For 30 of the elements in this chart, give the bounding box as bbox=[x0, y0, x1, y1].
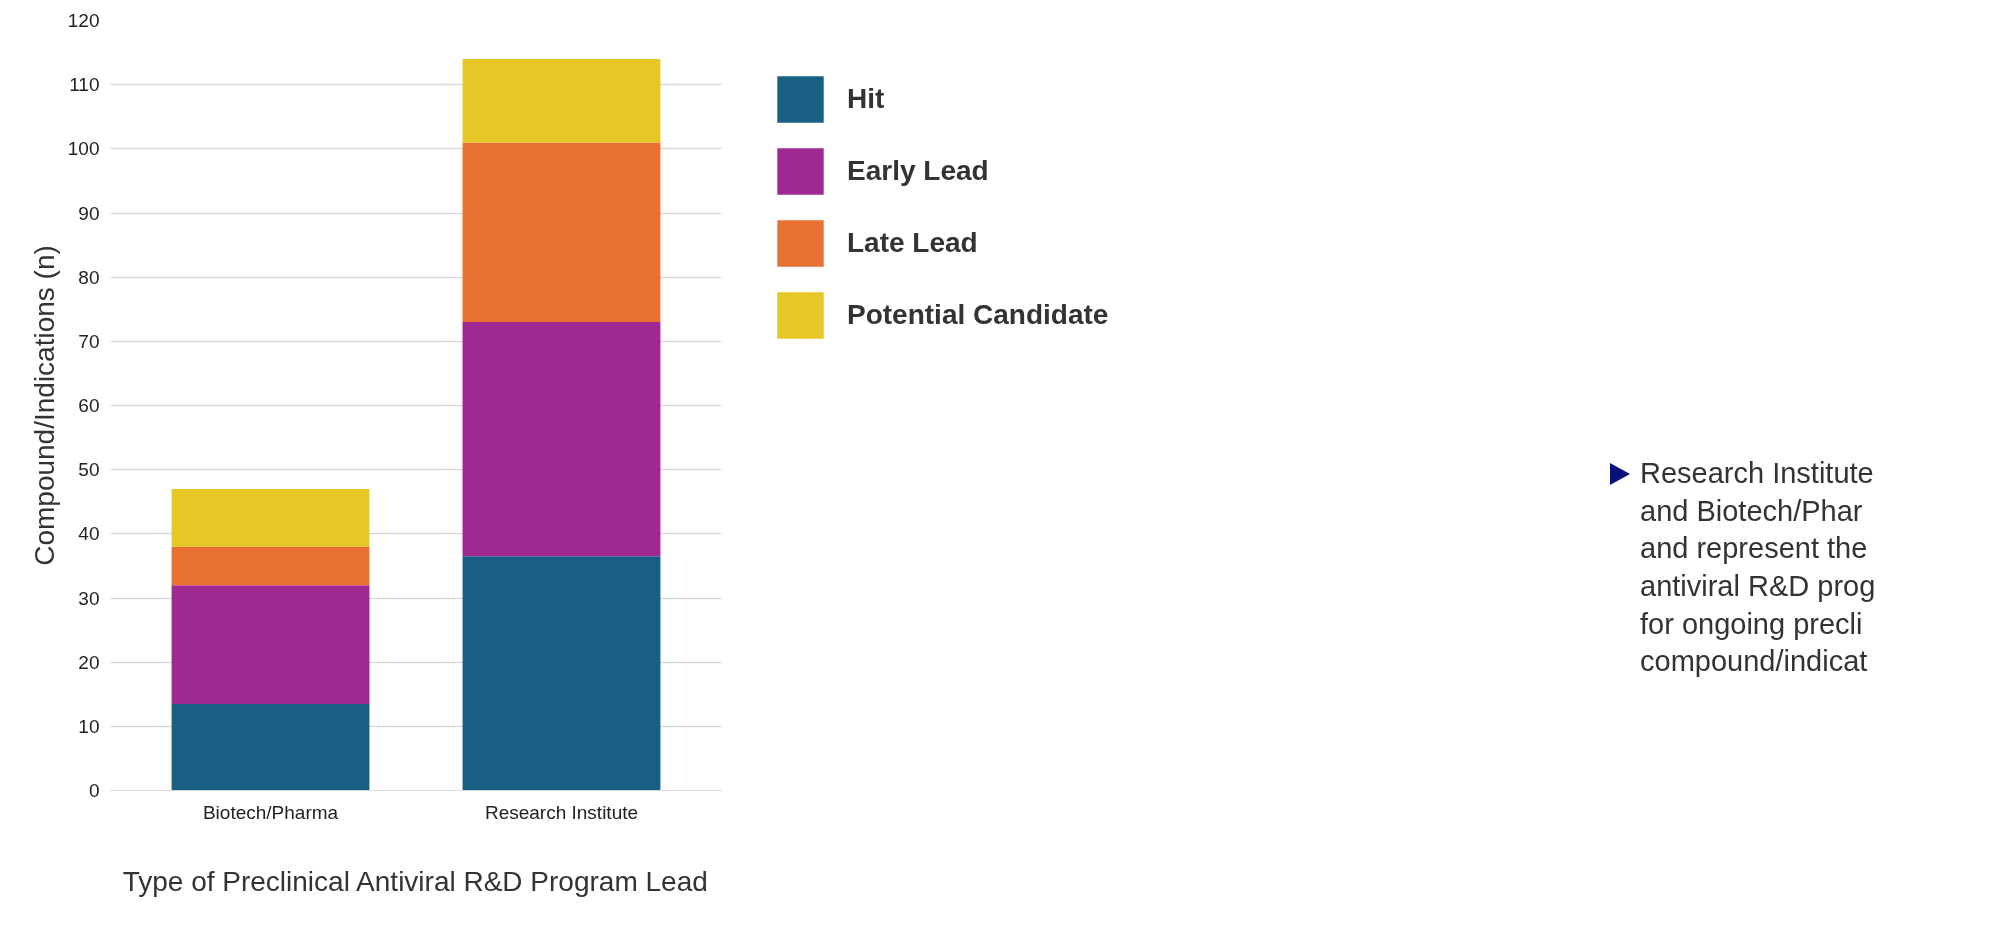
y-axis-title: Compound/Indications (n) bbox=[28, 245, 60, 566]
bar bbox=[462, 142, 661, 323]
x-tick-label: Research Institute bbox=[484, 801, 639, 823]
y-tick-label: 40 bbox=[78, 523, 100, 545]
legend-label: Hit bbox=[847, 83, 885, 115]
y-tick-label: 60 bbox=[78, 395, 100, 416]
bar bbox=[462, 556, 661, 791]
bar bbox=[462, 322, 661, 557]
y-tick-label: 50 bbox=[78, 459, 100, 481]
legend-label: Potential Candidate bbox=[847, 299, 1109, 331]
y-tick-label: 0 bbox=[88, 780, 100, 801]
y-tick-label: 10 bbox=[78, 715, 100, 737]
legend-label: Late Lead bbox=[847, 227, 978, 259]
y-tick-label: 30 bbox=[78, 587, 100, 609]
y-tick-label: 100 bbox=[67, 138, 100, 160]
annotation: Research Institute and Biotech/Phar and represent the antiviral R&D prog for ongoing precli compound/indicat bbox=[1640, 456, 1876, 680]
y-tick-label: 120 bbox=[67, 10, 100, 31]
y-tick-label: 80 bbox=[78, 266, 100, 288]
x-axis-title: Type of Preclinical Antiviral R&D Program Lead bbox=[122, 865, 708, 897]
bar bbox=[171, 546, 370, 586]
x-tick-label: Biotech/Pharma bbox=[202, 801, 339, 823]
bar bbox=[171, 703, 370, 791]
bar bbox=[171, 488, 370, 547]
bar bbox=[171, 585, 370, 704]
y-tick-label: 110 bbox=[69, 74, 100, 96]
y-tick-label: 90 bbox=[78, 202, 100, 224]
bar bbox=[462, 59, 661, 143]
y-tick-label: 20 bbox=[78, 651, 100, 673]
y-tick-label: 70 bbox=[78, 330, 100, 352]
legend-label: Early Lead bbox=[847, 155, 989, 187]
